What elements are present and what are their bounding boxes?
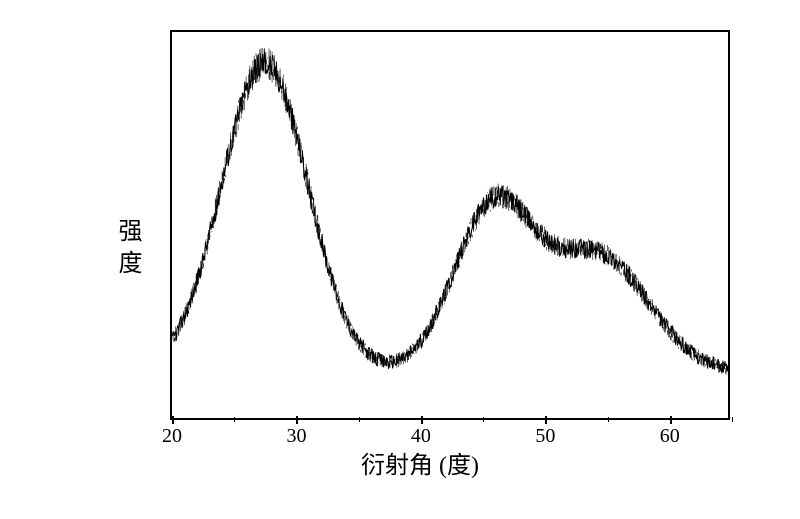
- xrd-pattern-line: [172, 32, 728, 418]
- x-tick-minor: [359, 417, 360, 422]
- y-axis-label: 强度: [110, 218, 145, 282]
- x-tick-label: 50: [535, 425, 555, 448]
- x-tick-major: [545, 416, 547, 424]
- plot-area: 2030405060: [170, 30, 730, 420]
- xrd-chart: 强度 2030405060 衍射角 (度): [80, 20, 760, 480]
- x-tick-major: [421, 416, 423, 424]
- x-tick-minor: [483, 417, 484, 422]
- x-tick-minor: [234, 417, 235, 422]
- x-tick-label: 60: [660, 425, 680, 448]
- x-tick-major: [296, 416, 298, 424]
- x-tick-major: [670, 416, 672, 424]
- x-axis-label: 衍射角 (度): [361, 445, 479, 480]
- x-tick-minor: [608, 417, 609, 422]
- x-tick-label: 20: [162, 425, 182, 448]
- x-tick-minor: [732, 417, 733, 422]
- x-tick-label: 30: [286, 425, 306, 448]
- x-tick-major: [172, 416, 174, 424]
